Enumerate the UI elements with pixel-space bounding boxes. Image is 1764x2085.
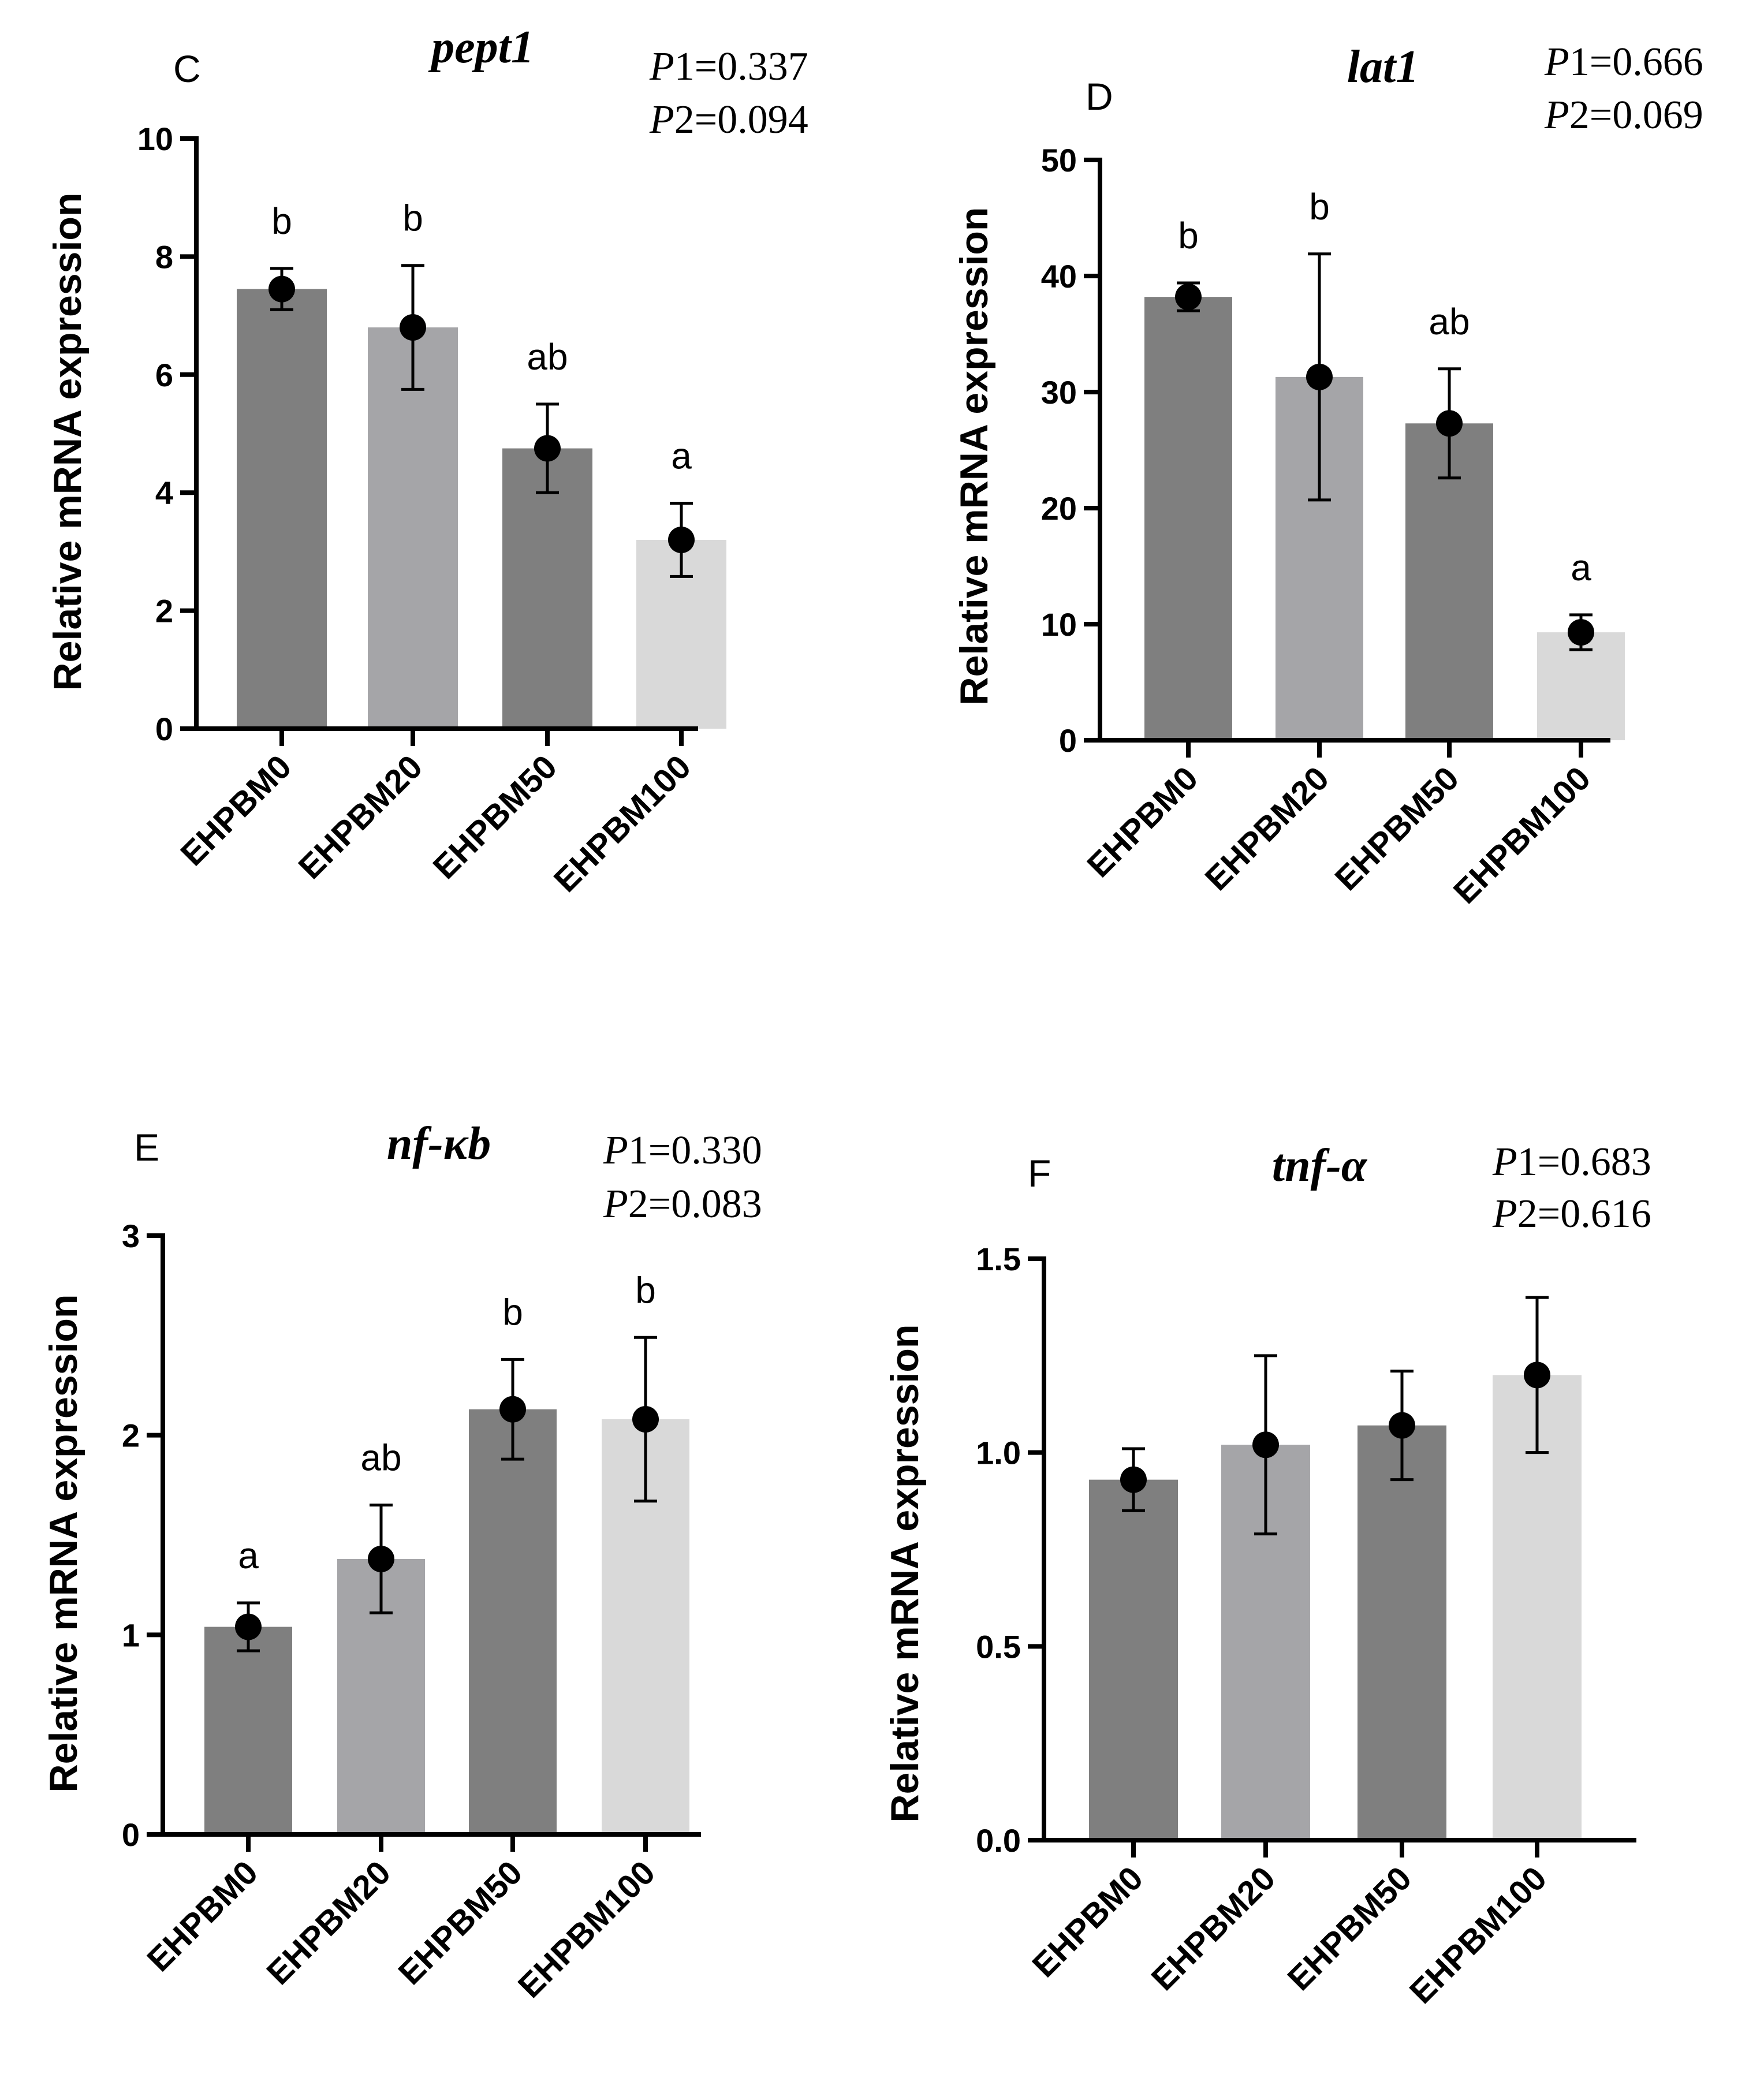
p-value-1: P1=0.337 xyxy=(649,44,808,89)
chart-title: nf-κb xyxy=(387,1118,491,1169)
significance-label: ab xyxy=(1429,301,1470,342)
y-tick-label: 2 xyxy=(155,593,173,629)
y-axis-label: Relative mRNA expression xyxy=(46,193,89,691)
mean-point xyxy=(1175,284,1202,311)
y-tick-label: 4 xyxy=(155,475,173,511)
significance-label: ab xyxy=(527,336,568,378)
p-value-1: P1=0.330 xyxy=(603,1128,762,1173)
mean-point xyxy=(268,275,295,303)
mean-point xyxy=(1568,619,1594,646)
y-tick-label: 30 xyxy=(1041,374,1077,411)
y-tick-label: 1.5 xyxy=(976,1241,1021,1277)
chart-title: tnf-α xyxy=(1272,1140,1368,1191)
mean-point xyxy=(499,1396,526,1423)
y-tick-label: 1 xyxy=(122,1617,140,1653)
p-value-2: P2=0.083 xyxy=(603,1182,762,1226)
y-tick-label: 10 xyxy=(137,121,173,157)
p-value-1: P1=0.666 xyxy=(1544,40,1703,84)
bar xyxy=(1089,1479,1178,1840)
y-axis-label: Relative mRNA expression xyxy=(952,207,996,706)
panel-letter: C xyxy=(173,47,201,90)
y-tick-label: 0.5 xyxy=(976,1628,1021,1665)
chart-title: lat1 xyxy=(1347,42,1419,92)
y-axis-label: Relative mRNA expression xyxy=(42,1295,85,1793)
mean-point xyxy=(668,526,695,553)
y-tick-label: 0.0 xyxy=(976,1822,1021,1859)
mean-point xyxy=(400,314,426,341)
y-tick-label: 3 xyxy=(122,1218,140,1254)
y-tick-label: 0 xyxy=(1059,722,1077,759)
significance-label: b xyxy=(635,1269,656,1311)
mean-point xyxy=(235,1613,262,1640)
y-axis-label: Relative mRNA expression xyxy=(883,1325,927,1823)
significance-label: b xyxy=(1309,186,1330,227)
mean-point xyxy=(1436,410,1463,437)
y-tick-label: 0 xyxy=(122,1817,140,1853)
mean-point xyxy=(1252,1431,1279,1459)
bar xyxy=(502,448,592,729)
significance-label: ab xyxy=(360,1437,401,1479)
y-tick-label: 2 xyxy=(122,1418,140,1454)
mean-point xyxy=(368,1545,394,1572)
y-tick-label: 10 xyxy=(1041,606,1077,643)
bar xyxy=(469,1409,557,1834)
significance-label: b xyxy=(271,200,292,242)
bar xyxy=(237,289,327,729)
p-value-2: P2=0.094 xyxy=(649,98,808,142)
significance-label: a xyxy=(671,435,692,477)
chart-title: pept1 xyxy=(428,22,534,73)
mean-point xyxy=(534,435,561,462)
significance-label: a xyxy=(1571,547,1591,588)
y-tick-label: 6 xyxy=(155,357,173,393)
significance-label: b xyxy=(502,1291,523,1333)
p-value-2: P2=0.069 xyxy=(1544,93,1703,137)
panel-letter: D xyxy=(1086,75,1113,118)
mean-point xyxy=(1306,363,1333,390)
mean-point xyxy=(1389,1412,1415,1439)
p-value-2: P2=0.616 xyxy=(1492,1192,1651,1236)
bar xyxy=(1358,1425,1446,1840)
significance-label: b xyxy=(402,197,423,239)
y-tick-label: 1.0 xyxy=(976,1435,1021,1471)
y-tick-label: 40 xyxy=(1041,258,1077,294)
y-tick-label: 50 xyxy=(1041,142,1077,178)
y-tick-label: 8 xyxy=(155,238,173,275)
mean-point xyxy=(1524,1362,1550,1389)
panel-letter: E xyxy=(134,1126,159,1169)
mean-point xyxy=(632,1406,659,1433)
bar xyxy=(1144,297,1232,740)
bar xyxy=(204,1627,292,1834)
y-tick-label: 20 xyxy=(1041,490,1077,527)
p-value-1: P1=0.683 xyxy=(1492,1140,1651,1184)
panel-letter: F xyxy=(1028,1152,1051,1195)
bar xyxy=(368,327,458,729)
significance-label: b xyxy=(1178,215,1199,256)
mean-point xyxy=(1120,1466,1147,1493)
y-tick-label: 0 xyxy=(155,711,173,747)
significance-label: a xyxy=(238,1535,259,1576)
